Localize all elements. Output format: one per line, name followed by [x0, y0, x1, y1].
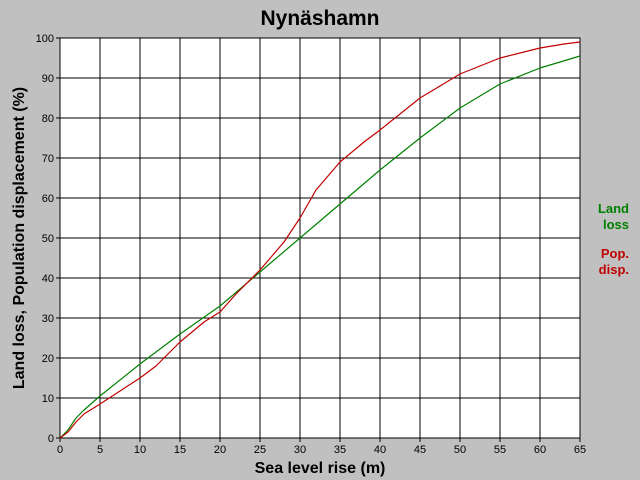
y-tick-label: 40	[42, 273, 54, 285]
x-tick-label: 20	[214, 444, 226, 456]
x-tick-label: 30	[294, 444, 306, 456]
legend-entry-land-loss: loss	[603, 217, 629, 232]
x-tick-label: 5	[97, 444, 103, 456]
y-tick-label: 90	[42, 73, 54, 85]
chart-title: Nynäshamn	[260, 7, 379, 30]
y-tick-label: 70	[42, 153, 54, 165]
x-tick-label: 35	[334, 444, 346, 456]
x-tick-label: 10	[134, 444, 146, 456]
x-tick-label: 65	[574, 444, 586, 456]
x-tick-label: 25	[254, 444, 266, 456]
x-tick-label: 0	[57, 444, 63, 456]
y-tick-label: 0	[48, 433, 54, 445]
series-line-pop-disp	[59, 41, 581, 439]
y-tick-label: 80	[42, 113, 54, 125]
x-tick-label: 55	[494, 444, 506, 456]
x-tick-label: 15	[174, 444, 186, 456]
axis-ticks: 0 5 10 15 20 25 30 35 40 45 50 55 60 65 0 10 20 30 40 50 60 7…	[36, 33, 586, 456]
legend-entry-pop-disp: Pop.	[601, 246, 629, 261]
y-tick-label: 60	[42, 193, 54, 205]
x-tick-label: 60	[534, 444, 546, 456]
y-tick-label: 30	[42, 313, 54, 325]
legend-entry-land-loss: Land	[598, 201, 629, 216]
y-axis-label: Land loss, Population displacement (%)	[11, 87, 28, 389]
series-group	[59, 41, 581, 439]
y-tick-label: 100	[36, 33, 54, 45]
y-tick-label: 20	[42, 353, 54, 365]
y-tick-label: 10	[42, 393, 54, 405]
series-line-land-loss	[59, 55, 581, 439]
x-axis-label: Sea level rise (m)	[255, 460, 386, 477]
legend-entry-pop-disp: disp.	[599, 262, 629, 277]
x-tick-label: 45	[414, 444, 426, 456]
x-tick-label: 50	[454, 444, 466, 456]
y-tick-label: 50	[42, 233, 54, 245]
x-tick-label: 40	[374, 444, 386, 456]
